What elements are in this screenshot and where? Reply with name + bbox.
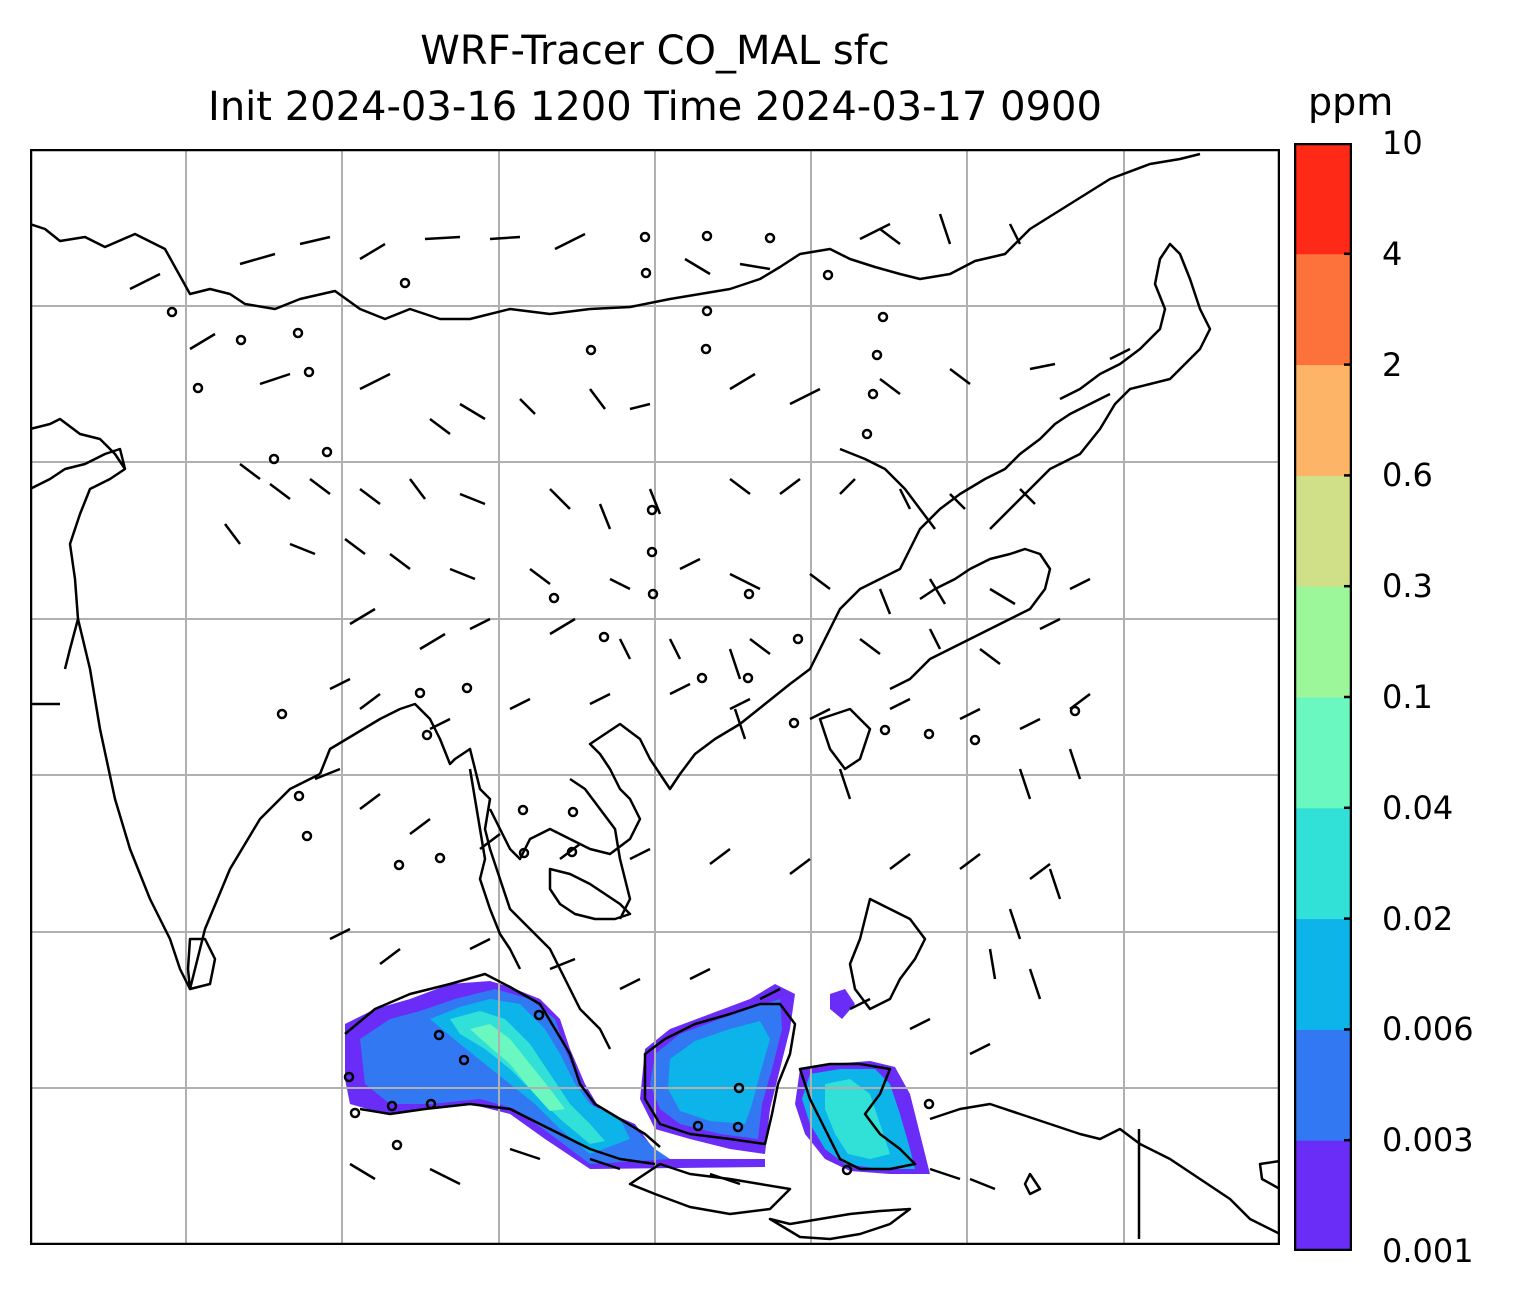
colorbar-band: [1294, 364, 1352, 476]
colorbar-tick-label: 0.02: [1382, 899, 1454, 938]
colorbar-band: [1294, 586, 1352, 698]
map-panel: [30, 149, 1280, 1245]
colorbar-tick-label: 0.04: [1382, 788, 1454, 827]
colorbar-tick-label: 0.003: [1382, 1121, 1474, 1160]
map-title-line2: Init 2024-03-16 1200 Time 2024-03-17 090…: [208, 84, 1102, 130]
wind-barbs: [129, 213, 1131, 1191]
colorbar-tick-label: 0.6: [1382, 456, 1433, 495]
tracer-field: [345, 981, 930, 1174]
colorbar-band: [1294, 475, 1352, 587]
colorbar-tick-label: 0.006: [1382, 1010, 1474, 1049]
colorbar-band: [1294, 1140, 1352, 1251]
colorbar-band: [1294, 143, 1352, 255]
colorbar-unit-label: ppm: [1308, 80, 1394, 124]
colorbar-tick-label: 0.001: [1382, 1232, 1474, 1270]
colorbar-tick-label: 10: [1382, 124, 1423, 162]
calm-wind-markers: [166, 230, 1081, 1176]
coastlines: [30, 152, 1280, 1241]
colorbar-band: [1294, 918, 1352, 1030]
map-title-line1: WRF-Tracer CO_MAL sfc: [420, 28, 890, 74]
colorbar-tick-label: 4: [1382, 234, 1403, 273]
map-frame: [30, 149, 1280, 1245]
colorbar-tick-label: 0.3: [1382, 567, 1433, 606]
colorbar-tick-label: 2: [1382, 345, 1403, 384]
colorbar-tick-label: 0.1: [1382, 678, 1433, 716]
colorbar-band: [1294, 807, 1352, 920]
colorbar: [1294, 143, 1352, 1251]
map-gridlines: [30, 149, 1280, 1245]
colorbar-band: [1294, 1029, 1352, 1141]
colorbar-band: [1294, 697, 1352, 809]
colorbar-band: [1294, 253, 1352, 366]
